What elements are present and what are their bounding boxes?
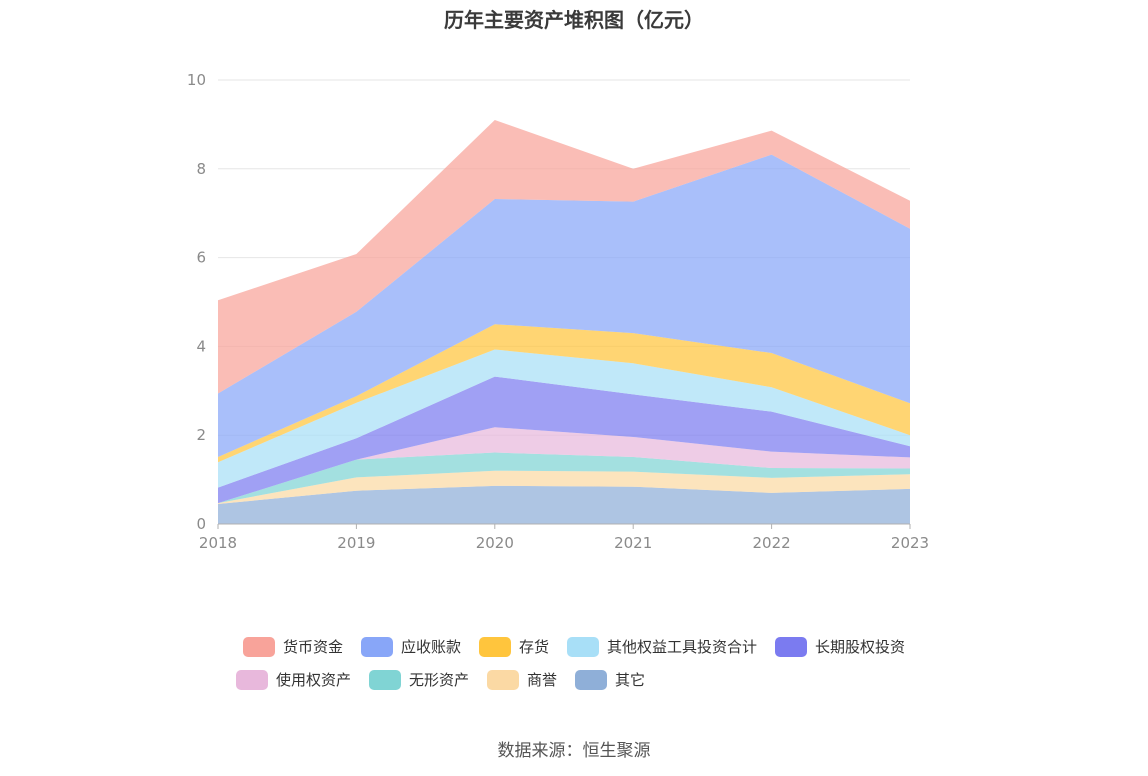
stacked-area-chart: 0 2 4 6 8 10 2018 2019 2020 2021 2022 2023: [187, 71, 929, 552]
legend-label: 长期股权投资: [815, 638, 906, 656]
legend-item-rou-assets[interactable]: 使用权资产: [236, 669, 351, 690]
legend-label: 其它: [615, 671, 646, 689]
area-series-无形资产[interactable]: [218, 452, 910, 504]
legend-item-lt-equity-invest[interactable]: 长期股权投资: [775, 636, 905, 657]
legend-label: 货币资金: [282, 638, 343, 656]
y-tick-label: 10: [187, 71, 206, 89]
area-series-应收账款[interactable]: [218, 154, 910, 457]
legend-item-other-equity[interactable]: 其他权益工具投资合计: [567, 636, 757, 657]
legend-row-1: 货币资金 应收账款 存货 其他权益工具投资合计 长期股权投资: [0, 636, 1148, 657]
legend-label: 应收账款: [400, 638, 461, 656]
y-tick-label: 2: [196, 426, 206, 444]
legend-label: 使用权资产: [276, 671, 352, 689]
x-tick-label: 2020: [476, 534, 514, 552]
legend-swatch: [236, 669, 268, 690]
legend-item-goodwill[interactable]: 商誉: [487, 669, 557, 690]
area-series-使用权资产[interactable]: [218, 427, 910, 504]
legend-item-cash[interactable]: 货币资金: [242, 636, 343, 657]
legend-item-intangibles[interactable]: 无形资产: [369, 669, 469, 690]
area-series-存货[interactable]: [218, 324, 910, 463]
legend-label: 存货: [518, 638, 549, 656]
legend-swatch: [775, 636, 808, 657]
legend-swatch: [478, 636, 511, 657]
legend-swatch: [567, 636, 599, 657]
y-tick-label: 8: [196, 160, 206, 178]
area-series-其它[interactable]: [218, 485, 910, 524]
legend-item-receivables[interactable]: 应收账款: [360, 636, 461, 657]
legend-swatch: [360, 636, 393, 657]
area-series-货币资金[interactable]: [218, 119, 910, 394]
legend-label: 无形资产: [409, 671, 470, 689]
y-tick-label: 4: [196, 337, 206, 355]
legend-swatch: [487, 669, 520, 690]
chart-title: 历年主要资产堆积图（亿元）: [444, 8, 704, 32]
x-tick-label: 2019: [337, 534, 375, 552]
chart-legend: 货币资金 应收账款 存货 其他权益工具投资合计 长期股权投资 使用权资产 无形资…: [0, 636, 1148, 702]
data-source: 数据来源：恒生聚源: [497, 741, 651, 761]
legend-item-other[interactable]: 其它: [575, 669, 645, 690]
y-tick-label: 0: [196, 515, 206, 533]
x-tick-label: 2021: [614, 534, 652, 552]
x-tick-label: 2023: [891, 534, 929, 552]
y-tick-label: 6: [196, 249, 206, 267]
legend-swatch: [575, 669, 608, 690]
area-series-商誉[interactable]: [218, 470, 910, 505]
legend-row-2: 使用权资产 无形资产 商誉 其它: [0, 669, 1148, 690]
legend-label: 商誉: [527, 671, 558, 689]
area-series-其他权益工具投资合计[interactable]: [218, 349, 910, 488]
legend-item-inventory[interactable]: 存货: [478, 636, 549, 657]
legend-label: 其他权益工具投资合计: [607, 638, 758, 656]
legend-swatch: [242, 636, 275, 657]
x-tick-label: 2018: [199, 534, 237, 552]
legend-swatch: [369, 669, 402, 690]
x-tick-label: 2022: [753, 534, 791, 552]
area-series-长期股权投资[interactable]: [218, 376, 910, 504]
